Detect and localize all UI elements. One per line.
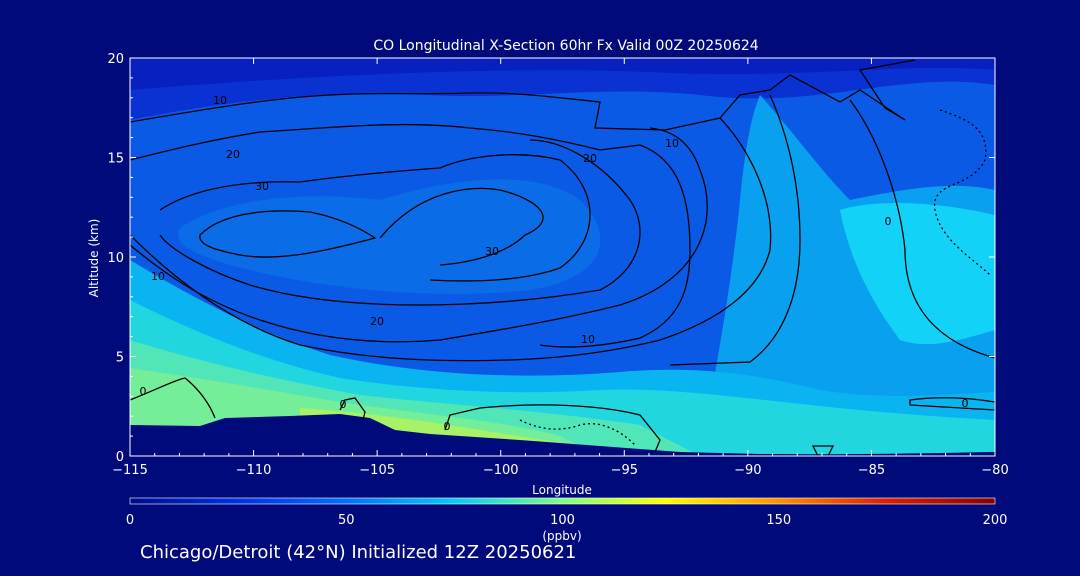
- footer-caption: Chicago/Detroit (42°N) Initialized 12Z 2…: [140, 542, 577, 563]
- contour-lines: [130, 59, 995, 456]
- contour-10-right: [669, 94, 801, 366]
- x-axis-label: Longitude: [532, 483, 592, 497]
- contour-label: 10: [581, 333, 595, 346]
- contour-inner-2: [379, 187, 544, 266]
- contour-inner: [199, 210, 377, 258]
- y-tick-label: 10: [107, 251, 124, 266]
- contour-10-upper: [130, 59, 916, 131]
- y-tick-label: 20: [107, 52, 124, 67]
- x-tick-label: −85: [858, 463, 885, 478]
- chart-title: CO Longitudinal X-Section 60hr Fx Valid …: [373, 38, 758, 54]
- contour-label: 0: [444, 420, 451, 433]
- colorbar: [129, 497, 996, 505]
- colorbar-tick-label: 100: [550, 513, 575, 528]
- x-tick-label: −95: [611, 463, 638, 478]
- y-tick-label: 5: [116, 351, 124, 366]
- x-tick-label: −110: [236, 463, 272, 478]
- colorbar-tick-label: 150: [766, 513, 791, 528]
- contour-label: 0: [140, 385, 147, 398]
- contour-label: 0: [962, 397, 969, 410]
- y-tick-label: 15: [107, 152, 124, 167]
- contour-ocean: [811, 445, 835, 456]
- contour-0-low-right: [909, 397, 995, 411]
- contour-label: 30: [485, 245, 499, 258]
- co-field: [130, 58, 995, 456]
- x-tick-label: −115: [112, 463, 148, 478]
- contour-0-left: [130, 377, 216, 419]
- contour-0-valley: [444, 404, 661, 453]
- contour-label: 20: [370, 315, 384, 328]
- x-tick-label: −105: [359, 463, 395, 478]
- y-tick-label: 0: [116, 450, 124, 465]
- contour-label: 20: [226, 148, 240, 161]
- contour-20-upper: [130, 123, 691, 348]
- contour-20-lower: [130, 127, 708, 343]
- colorbar-unit: (ppbv): [542, 529, 581, 543]
- contour-30-lower: [159, 139, 641, 306]
- contour-label: 30: [255, 180, 269, 193]
- contour-label: 20: [583, 152, 597, 165]
- x-tick-label: −80: [981, 463, 1008, 478]
- contour-30-upper: [159, 154, 591, 282]
- colorbar-tick-label: 200: [983, 513, 1008, 528]
- contour-0-right: [849, 99, 995, 359]
- contour-label: 10: [665, 137, 679, 150]
- colorbar-ticks: 0 50 100 150 200: [126, 513, 1008, 528]
- y-axis-label: Altitude (km): [87, 219, 101, 298]
- contour-labels: 10 20 30 10 20 30 10 20 10 0 0 0 0 0: [140, 94, 969, 433]
- x-tick-label: −90: [734, 463, 761, 478]
- contour-label: 0: [885, 215, 892, 228]
- contour-label: 10: [151, 270, 165, 283]
- contour-dotted-2: [519, 419, 636, 446]
- contour-0-mid: [339, 397, 366, 421]
- x-tick-label: −100: [483, 463, 519, 478]
- y-axis: 0 5 10 15 20: [107, 52, 995, 465]
- contour-10-lower: [130, 117, 772, 362]
- x-axis: −115 −110 −105 −100 −95 −90 −85 −80: [112, 58, 1009, 478]
- contour-dotted-1: [934, 109, 991, 276]
- colorbar-tick-label: 50: [338, 513, 355, 528]
- contour-label: 0: [340, 398, 347, 411]
- contour-label: 10: [213, 94, 227, 107]
- colorbar-tick-label: 0: [126, 513, 134, 528]
